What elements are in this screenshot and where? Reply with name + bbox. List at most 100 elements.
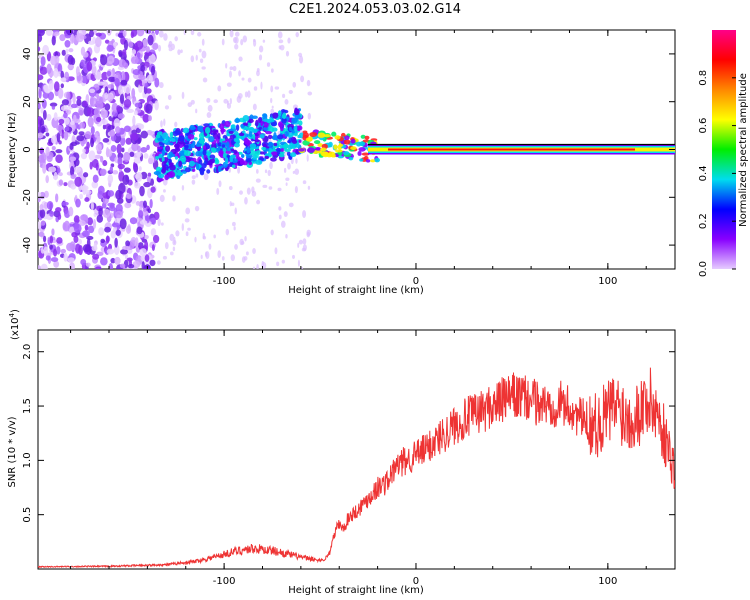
- heatmap-cell: [268, 125, 275, 133]
- heatmap-cell: [142, 38, 148, 48]
- heatmap-cell: [117, 163, 125, 170]
- heatmap-cell: [190, 55, 195, 63]
- heatmap-cell: [123, 167, 131, 173]
- heatmap-cell: [294, 132, 298, 137]
- heatmap-cell: [279, 151, 285, 155]
- heatmap-cell: [213, 99, 218, 104]
- heatmap-cell: [229, 30, 234, 38]
- heatmap-cell: [174, 121, 178, 128]
- heatmap-cell: [233, 142, 240, 148]
- colorbar: 0.0 0.2 0.4 0.6 0.8 Normalized spectral ampl…: [698, 30, 749, 277]
- heatmap-cell: [45, 175, 49, 184]
- heatmap-cell: [129, 151, 135, 157]
- heatmap-cell: [247, 118, 254, 124]
- heatmap-cell: [129, 217, 138, 225]
- heatmap-cell: [148, 53, 156, 64]
- spectrogram-xtick-label: -100: [213, 276, 236, 287]
- heatmap-cell: [196, 146, 201, 152]
- heatmap-cell: [191, 175, 196, 180]
- heatmap-cell: [238, 132, 245, 137]
- heatmap-cell: [164, 174, 169, 181]
- heatmap-cell: [190, 30, 195, 36]
- heatmap-cell: [278, 153, 285, 158]
- heatmap-cell: [172, 246, 176, 252]
- heatmap-cell: [151, 217, 157, 225]
- heatmap-cell: [82, 100, 88, 107]
- heatmap-cell: [140, 64, 146, 72]
- heatmap-cell: [57, 213, 62, 220]
- snr-multiplier: (x104): [8, 309, 21, 340]
- heatmap-cell: [73, 215, 80, 224]
- heatmap-cell: [108, 76, 116, 83]
- heatmap-cell: [115, 126, 121, 134]
- heatmap-cell: [125, 137, 132, 145]
- heatmap-cell: [232, 221, 236, 227]
- heatmap-cell: [147, 34, 154, 46]
- heatmap-cell: [53, 112, 58, 121]
- heatmap-cell: [39, 66, 48, 75]
- heatmap-cell: [283, 167, 287, 173]
- heatmap-cell: [100, 54, 108, 66]
- heatmap-cell: [133, 110, 138, 116]
- heatmap-cell: [109, 166, 114, 173]
- heatmap-cell: [251, 186, 255, 194]
- heatmap-cell: [76, 135, 85, 142]
- heatmap-cell: [263, 118, 269, 122]
- heatmap-cell: [226, 102, 232, 109]
- heatmap-cell: [151, 244, 155, 252]
- heatmap-cell: [178, 135, 185, 142]
- heatmap-cell: [42, 91, 49, 99]
- heatmap-cell: [244, 235, 247, 242]
- heatmap-cell: [231, 124, 236, 130]
- heatmap-cell: [202, 77, 208, 83]
- heatmap-cell: [165, 145, 171, 153]
- heatmap-cell: [120, 249, 128, 255]
- heatmap-cell: [282, 112, 287, 120]
- heatmap-cell: [265, 131, 272, 135]
- heatmap-cell: [249, 147, 255, 151]
- heatmap-cell: [49, 210, 55, 217]
- heatmap-cell: [58, 118, 65, 125]
- heatmap-cell: [55, 154, 63, 164]
- heatmap-cell: [195, 143, 201, 148]
- heatmap-cell: [182, 127, 190, 134]
- heatmap-cell: [107, 174, 114, 184]
- heatmap-cell: [134, 237, 139, 249]
- heatmap-cell: [94, 71, 102, 80]
- heatmap-cell: [50, 55, 58, 66]
- heatmap-cell: [225, 62, 228, 69]
- heatmap-cell: [298, 120, 303, 126]
- heatmap-cell: [100, 238, 106, 244]
- heatmap-cell: [255, 133, 259, 137]
- heatmap-cell: [51, 35, 56, 46]
- colorbar-tick-label: 0.8: [698, 70, 709, 86]
- heatmap-cell: [302, 238, 307, 245]
- colorbar-tick-label: 0.0: [698, 261, 709, 277]
- heatmap-cell: [161, 168, 166, 174]
- heatmap-cell: [264, 169, 268, 174]
- heatmap-cell: [38, 102, 41, 110]
- heatmap-cell: [340, 132, 346, 138]
- heatmap-cell: [127, 264, 135, 269]
- heatmap-cell: [202, 149, 207, 156]
- heatmap-cell: [60, 105, 69, 111]
- heatmap-cell: [144, 82, 149, 88]
- heatmap-cell: [274, 86, 280, 90]
- heatmap-cell: [248, 131, 253, 138]
- heatmap-cell: [198, 168, 206, 172]
- heatmap-cell: [298, 55, 304, 64]
- heatmap-cell: [38, 30, 45, 37]
- heatmap-cell: [359, 158, 364, 162]
- heatmap-cell: [115, 189, 122, 200]
- heatmap-cell: [241, 154, 245, 158]
- heatmap-cell: [82, 244, 91, 253]
- heatmap-cell: [132, 116, 136, 125]
- heatmap-cell: [266, 62, 271, 67]
- heatmap-cell: [279, 122, 283, 129]
- heatmap-cell: [179, 155, 187, 163]
- heatmap-cell: [86, 61, 93, 72]
- heatmap-cell: [155, 155, 160, 160]
- heatmap-cell: [191, 179, 196, 185]
- heatmap-cell: [288, 126, 292, 132]
- heatmap-cell: [334, 135, 341, 140]
